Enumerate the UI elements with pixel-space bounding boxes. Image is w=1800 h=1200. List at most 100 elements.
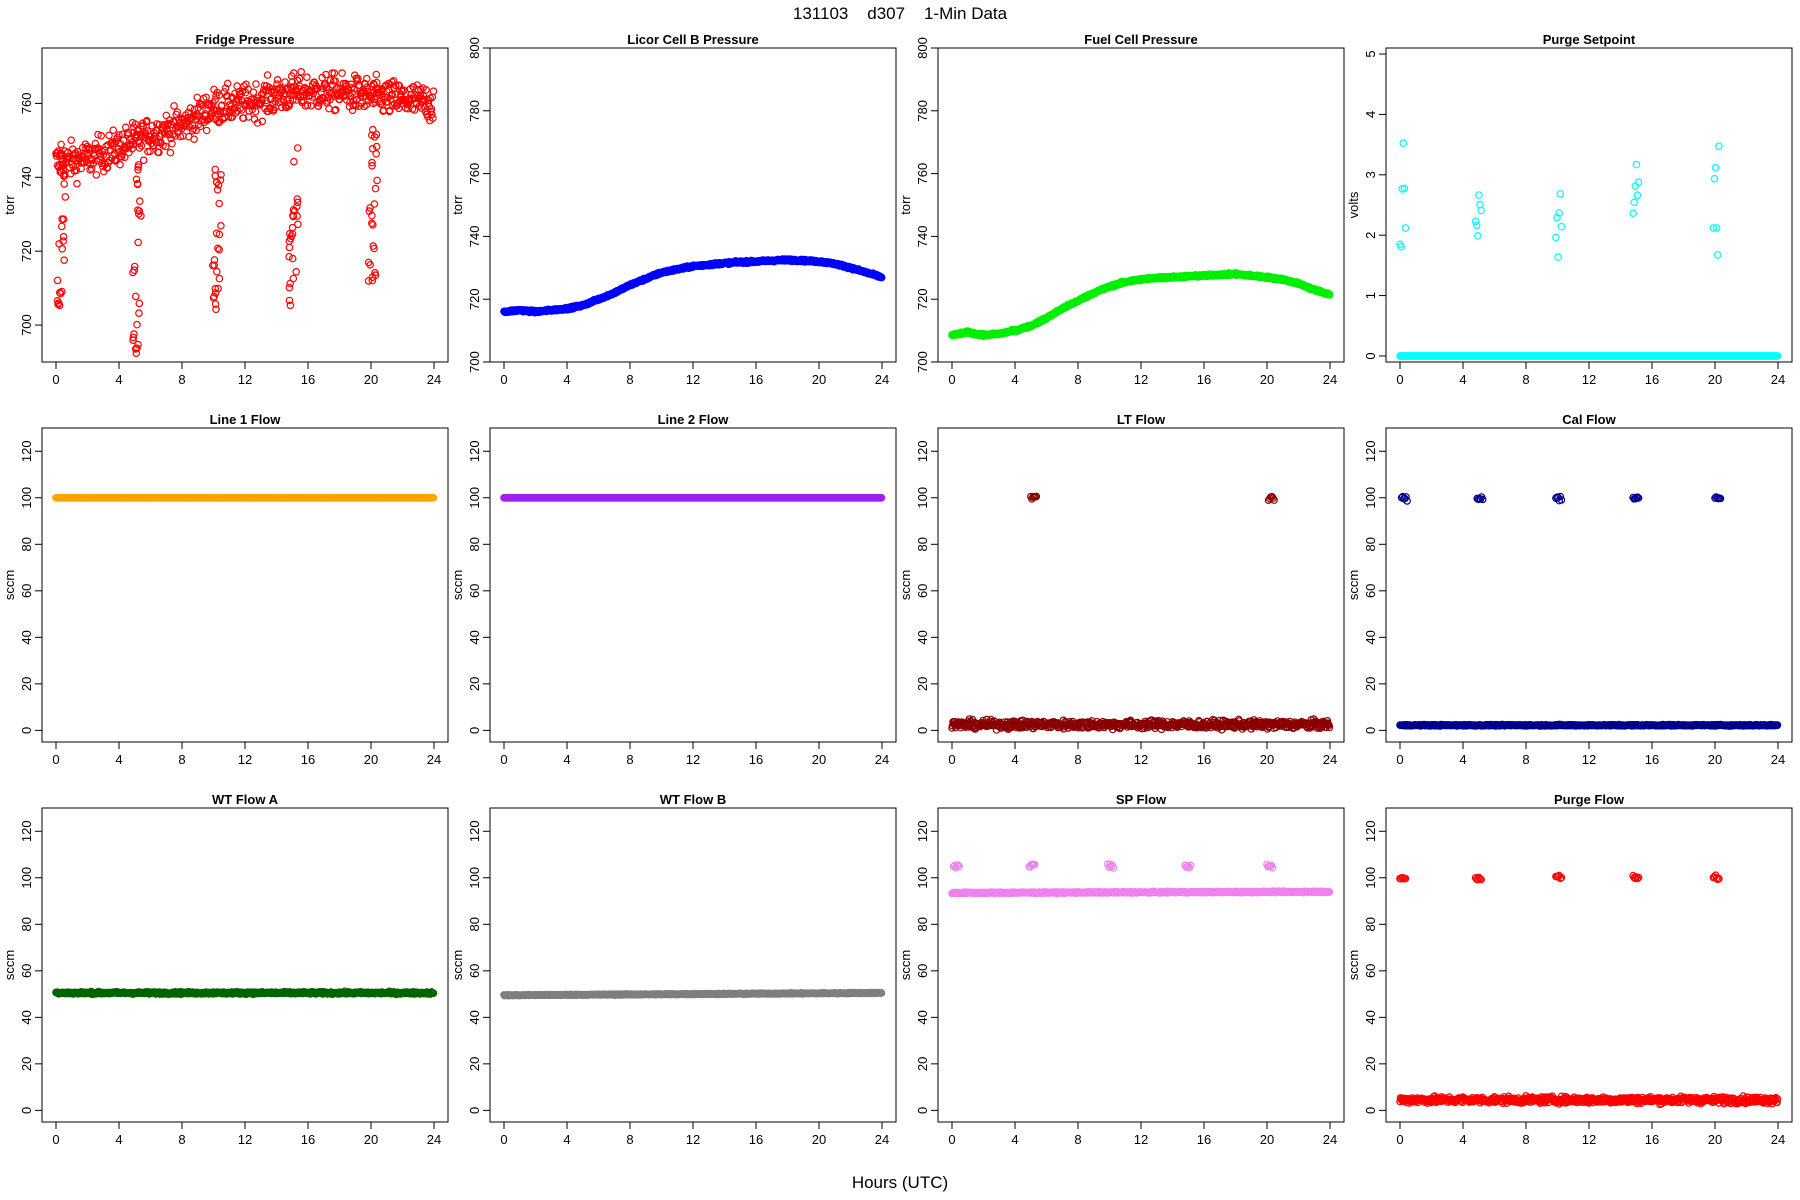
data-point bbox=[216, 176, 225, 184]
data-point bbox=[136, 197, 144, 206]
data-point bbox=[213, 186, 222, 194]
data-point bbox=[326, 76, 335, 85]
data-point bbox=[214, 110, 223, 118]
data-point bbox=[373, 176, 381, 185]
data-point bbox=[137, 212, 145, 220]
data-point bbox=[97, 132, 106, 140]
data-point bbox=[286, 301, 295, 310]
data-point bbox=[429, 114, 437, 123]
y-tick-label: 720 bbox=[467, 288, 482, 310]
data-point bbox=[135, 309, 143, 318]
data-point bbox=[242, 80, 250, 89]
plot-frame bbox=[489, 47, 897, 363]
x-tick-label: 4 bbox=[115, 752, 122, 767]
x-tick-label: 8 bbox=[1522, 372, 1529, 387]
data-point bbox=[370, 200, 379, 208]
data-point bbox=[303, 101, 312, 109]
data-point bbox=[273, 76, 282, 84]
data-point bbox=[423, 112, 432, 121]
x-tick-label: 24 bbox=[1323, 372, 1337, 387]
data-point bbox=[277, 103, 286, 112]
data-point bbox=[289, 212, 298, 221]
data-point bbox=[134, 238, 143, 247]
data-point bbox=[270, 105, 278, 114]
data-point bbox=[1630, 198, 1639, 207]
data-point bbox=[190, 135, 198, 144]
data-point bbox=[422, 86, 430, 94]
data-point bbox=[212, 92, 220, 100]
data-point bbox=[290, 157, 298, 166]
data-point bbox=[215, 199, 224, 208]
x-tick-label: 0 bbox=[52, 752, 59, 767]
data-point bbox=[61, 193, 70, 201]
data-point bbox=[117, 153, 126, 161]
y-tick-label: 760 bbox=[915, 163, 930, 185]
data-point bbox=[132, 349, 141, 358]
data-point bbox=[173, 108, 182, 116]
data-point bbox=[128, 145, 136, 153]
data-point bbox=[285, 283, 294, 292]
x-tick-label: 0 bbox=[52, 372, 59, 387]
data-point bbox=[135, 210, 143, 218]
data-point bbox=[366, 260, 375, 269]
data-point bbox=[293, 198, 302, 207]
data-point bbox=[286, 234, 295, 243]
data-point bbox=[212, 305, 220, 314]
y-tick-label: 1 bbox=[1363, 292, 1378, 299]
x-tick-label: 16 bbox=[749, 372, 763, 387]
data-point bbox=[211, 96, 219, 104]
x-tick-label: 4 bbox=[1459, 372, 1466, 387]
data-point bbox=[239, 114, 248, 123]
data-point bbox=[215, 91, 224, 100]
data-point bbox=[162, 111, 171, 120]
x-tick-label: 4 bbox=[563, 372, 570, 387]
data-point bbox=[428, 110, 436, 119]
data-point bbox=[1399, 139, 1408, 147]
data-point bbox=[212, 229, 221, 238]
data-point bbox=[388, 90, 397, 99]
data-point bbox=[211, 284, 220, 293]
data-point bbox=[1557, 222, 1566, 231]
y-tick-label: 700 bbox=[19, 314, 34, 336]
data-point bbox=[213, 267, 221, 276]
data-point bbox=[367, 219, 376, 228]
x-tick-label: 12 bbox=[238, 752, 252, 767]
x-tick-label: 24 bbox=[427, 372, 441, 387]
data-point bbox=[387, 91, 396, 100]
y-tick-label: 80 bbox=[19, 537, 34, 551]
x-tick-label: 12 bbox=[686, 372, 700, 387]
data-point bbox=[391, 81, 400, 90]
data-point bbox=[371, 184, 380, 193]
data-point bbox=[288, 223, 297, 232]
data-point bbox=[202, 93, 210, 102]
data-point bbox=[389, 77, 398, 85]
data-point bbox=[86, 166, 94, 174]
data-point bbox=[384, 85, 393, 94]
data-point bbox=[1714, 251, 1722, 259]
data-point bbox=[55, 288, 64, 297]
data-point bbox=[293, 195, 302, 203]
y-tick-label: 120 bbox=[19, 440, 34, 462]
y-tick-label: 740 bbox=[467, 226, 482, 248]
data-points bbox=[1396, 139, 1782, 360]
x-tick-label: 12 bbox=[1582, 372, 1596, 387]
y-tick-label: 720 bbox=[915, 288, 930, 310]
data-point bbox=[289, 69, 298, 77]
data-point bbox=[167, 134, 175, 143]
x-tick-label: 16 bbox=[301, 752, 315, 767]
data-point bbox=[249, 88, 258, 97]
x-tick-label: 8 bbox=[178, 752, 185, 767]
data-point bbox=[205, 101, 213, 110]
y-axis-label: torr bbox=[450, 195, 465, 215]
data-point bbox=[372, 150, 381, 158]
data-point bbox=[308, 93, 317, 101]
data-point bbox=[211, 300, 220, 308]
y-tick-label: 800 bbox=[467, 37, 482, 59]
y-tick-label: 5 bbox=[1363, 50, 1378, 57]
data-point bbox=[88, 156, 97, 164]
data-point bbox=[206, 100, 214, 108]
data-point bbox=[1629, 209, 1637, 218]
